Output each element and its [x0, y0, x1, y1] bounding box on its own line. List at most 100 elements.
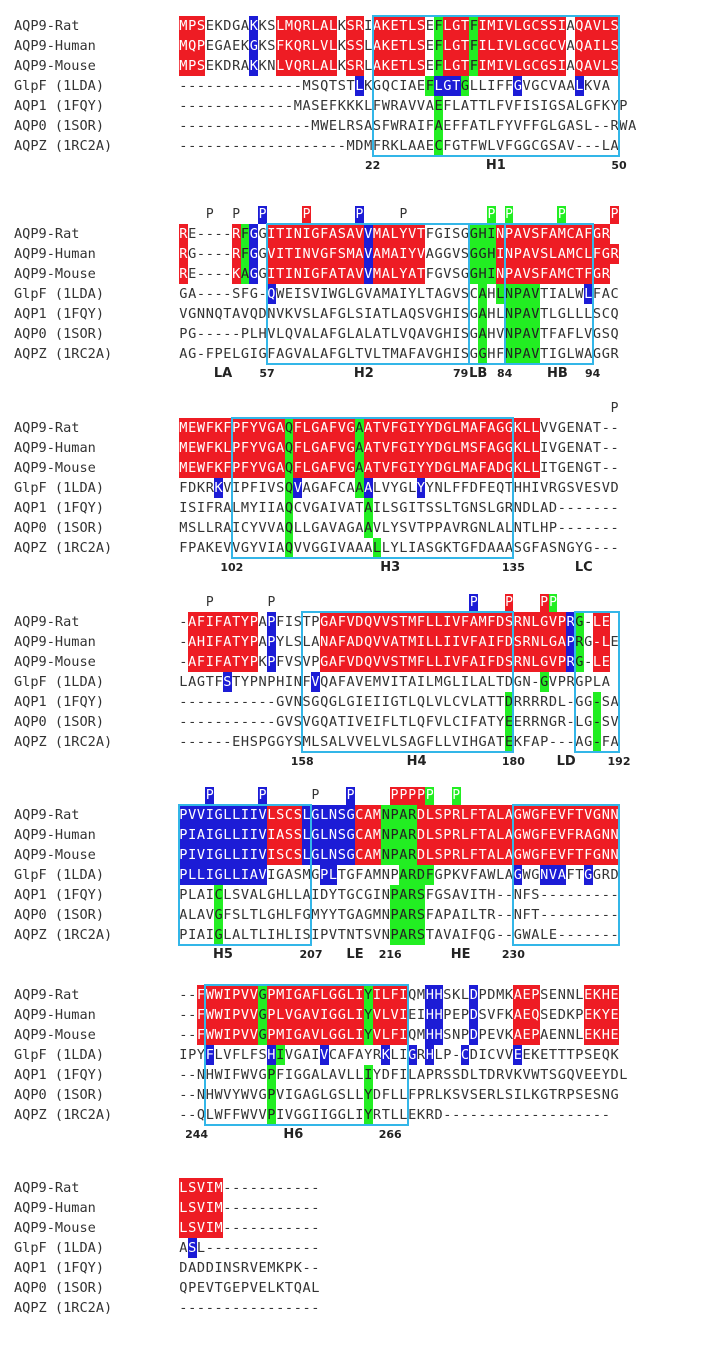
residue: F — [223, 458, 232, 478]
residue: Q — [408, 987, 417, 1003]
residue: T — [531, 907, 540, 923]
residue: V — [311, 1005, 320, 1025]
residue: G — [443, 246, 452, 262]
residue: L — [584, 118, 593, 134]
residue: V — [425, 306, 434, 322]
residue: S — [232, 907, 241, 923]
residue: V — [240, 887, 250, 903]
residue: I — [416, 674, 426, 690]
residue: L — [443, 16, 452, 36]
residue: V — [346, 612, 355, 632]
residue: V — [566, 138, 575, 154]
residue: S — [337, 825, 347, 845]
residue: G — [557, 306, 566, 322]
residue: E — [364, 694, 373, 710]
residue: K — [584, 78, 593, 94]
residue: W — [196, 418, 206, 438]
residue: A — [232, 927, 241, 943]
residue: - — [601, 907, 610, 923]
residue: G — [302, 907, 311, 923]
residue: E — [583, 1025, 593, 1045]
residue: Y — [196, 1047, 206, 1063]
residue: Q — [478, 927, 487, 943]
residue: H — [276, 907, 285, 923]
residue: I — [267, 845, 276, 865]
residue: G — [320, 540, 329, 556]
residue: A — [469, 458, 479, 478]
residue: L — [240, 927, 250, 943]
residue: T — [275, 224, 285, 244]
p-marker: P — [311, 788, 320, 803]
residue: - — [223, 138, 232, 154]
residue: D — [416, 845, 426, 865]
residue: - — [196, 78, 206, 94]
residue: S — [293, 614, 302, 630]
residue: - — [557, 927, 566, 943]
residue: Q — [249, 306, 258, 322]
residue: - — [249, 1300, 258, 1316]
residue: K — [337, 38, 346, 54]
residue: G — [434, 887, 443, 903]
residue: - — [531, 674, 540, 690]
residue: - — [293, 1200, 302, 1216]
residue: G — [311, 264, 320, 284]
residue: N — [381, 927, 390, 943]
residue: S — [372, 118, 382, 134]
residue: A — [355, 478, 364, 498]
residue: A — [372, 16, 382, 36]
residue: F — [539, 224, 549, 244]
residue: - — [548, 734, 558, 750]
region-label: H4 — [406, 754, 427, 769]
residue: - — [557, 887, 566, 903]
residue: - — [276, 98, 285, 114]
residue: L — [451, 458, 461, 478]
residue: F — [205, 1045, 215, 1065]
residue: L — [346, 286, 355, 302]
residue: S — [575, 1087, 584, 1103]
residue: R — [531, 694, 540, 710]
residue: I — [276, 1107, 285, 1123]
residue: S — [187, 1198, 197, 1218]
residue: - — [223, 694, 232, 710]
residue: - — [188, 1300, 197, 1316]
residue: S — [284, 825, 294, 845]
residue: M — [179, 16, 188, 36]
sequence-name: AQP9-Mouse — [14, 266, 96, 282]
residue: S — [399, 520, 408, 536]
residue: S — [504, 1087, 514, 1103]
residue: K — [381, 16, 391, 36]
residue: R — [557, 714, 566, 730]
residue: S — [187, 1218, 197, 1238]
residue: L — [601, 16, 611, 36]
residue: Q — [566, 1067, 575, 1083]
residue: V — [425, 326, 434, 342]
residue: P — [443, 907, 452, 923]
residue: S — [275, 845, 285, 865]
residue: I — [478, 36, 487, 56]
residue: V — [337, 418, 347, 438]
residue: G — [575, 674, 584, 690]
residue: P — [513, 284, 523, 304]
residue: A — [584, 420, 593, 436]
residue: L — [364, 98, 373, 114]
residue: G — [258, 1067, 267, 1083]
residue: R — [179, 224, 188, 244]
residue-number: 207 — [299, 948, 323, 961]
residue: T — [487, 714, 496, 730]
residue: G — [346, 887, 355, 903]
residue: G — [196, 674, 206, 690]
residue: K — [531, 1047, 540, 1063]
residue: I — [267, 540, 276, 556]
residue: V — [425, 346, 434, 362]
residue: I — [267, 927, 276, 943]
residue: A — [179, 1240, 188, 1256]
residue: V — [284, 694, 294, 710]
residue: - — [232, 98, 241, 114]
residue: S — [452, 226, 461, 242]
residue: G — [434, 226, 443, 242]
residue: I — [311, 1047, 320, 1063]
residue: W — [240, 1067, 250, 1083]
